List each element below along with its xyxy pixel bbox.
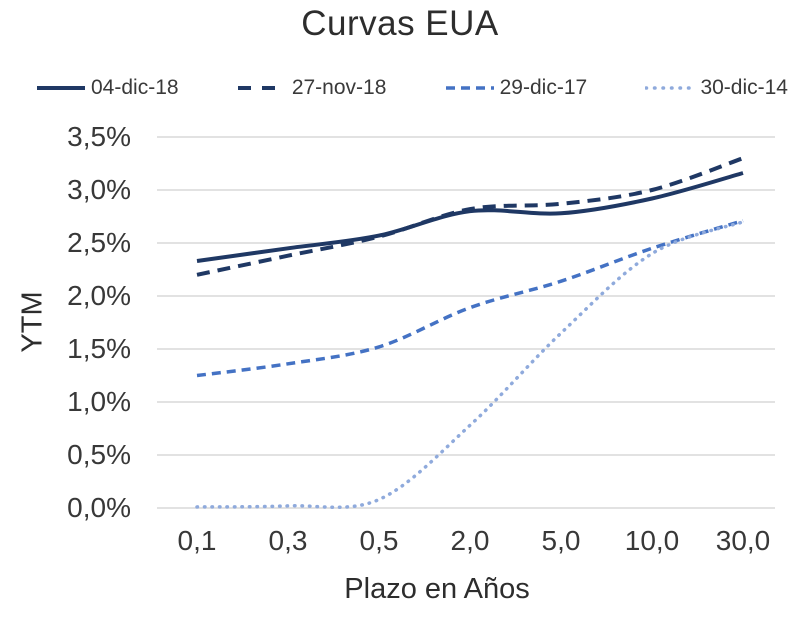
solid-line-icon	[37, 86, 85, 90]
dotted-line-icon	[645, 86, 696, 90]
y-tick-label: 0,5%	[67, 439, 131, 470]
legend-series-label: 27-nov-18	[291, 76, 387, 99]
legend-item-27-nov-18: 27-nov-18	[237, 76, 387, 100]
series-line-04-dic-18	[196, 171, 744, 264]
x-axis-title: Plazo en Años	[344, 573, 530, 605]
series-line-30-dic-14	[195, 220, 745, 509]
y-tick-label: 2,0%	[67, 280, 131, 311]
x-tick-label: 0,3	[268, 525, 308, 556]
series-line-29-dic-17	[196, 219, 744, 378]
plot-area	[157, 136, 775, 509]
legend-item-30-dic-14: 30-dic-14	[645, 76, 788, 100]
x-tick-label: 30,0	[715, 525, 771, 556]
series-line-27-nov-18	[196, 156, 744, 277]
dashed-line-icon	[237, 86, 286, 90]
x-tick-label: 0,1	[177, 525, 217, 556]
y-tick-label: 3,5%	[67, 121, 131, 152]
x-tick-label: 10,0	[624, 525, 680, 556]
legend-item-29-dic-17: 29-dic-17	[445, 76, 588, 100]
y-tick-label: 2,5%	[67, 227, 131, 258]
y-tick-label: 3,0%	[67, 174, 131, 205]
legend-series-label: 30-dic-14	[700, 76, 788, 99]
legend: 04-dic-18 27-nov-18 29-dic-17 30-dic-14	[36, 74, 788, 102]
legend-series-label: 04-dic-18	[91, 76, 179, 99]
y-tick-label: 0,0%	[67, 492, 131, 523]
y-tick-label: 1,5%	[67, 333, 131, 364]
y-tick-label: 1,0%	[67, 386, 131, 417]
x-tick-label: 2,0	[450, 525, 490, 556]
legend-series-label: 29-dic-17	[499, 76, 588, 99]
chart-title: Curvas EUA	[301, 4, 499, 43]
legend-item-04-dic-18: 04-dic-18	[36, 76, 179, 100]
x-tick-label: 5,0	[541, 525, 581, 556]
dashed-line-icon	[445, 86, 494, 90]
x-tick-label: 0,5	[359, 525, 399, 556]
